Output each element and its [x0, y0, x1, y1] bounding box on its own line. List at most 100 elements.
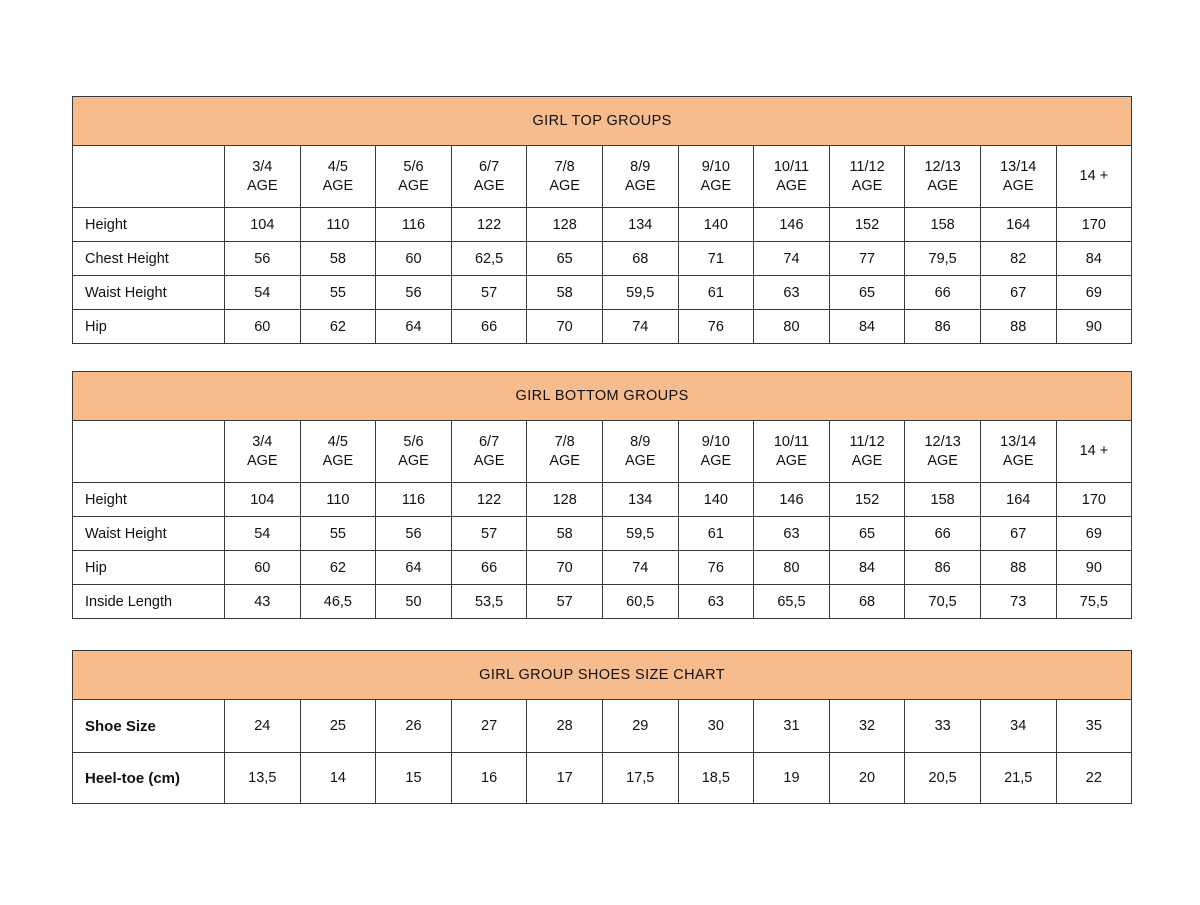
- column-header-11-12: 11/12 AGE: [828, 145, 906, 208]
- column-header-14-plus: 14 +: [1055, 145, 1133, 208]
- cell: 15: [375, 752, 452, 804]
- cell: 70,5: [904, 584, 981, 619]
- row-label-waist-height: Waist Height: [72, 275, 225, 310]
- age-word: AGE: [776, 177, 807, 194]
- title-band-row: GIRL GROUP SHOES SIZE CHART: [71, 650, 1133, 700]
- girl-bottom-groups-block: GIRL BOTTOM GROUPS 3/4 AGE 4/5 AGE 5/6 A…: [71, 371, 1133, 619]
- age-range: 6/7: [478, 158, 500, 175]
- cell: 74: [753, 241, 830, 276]
- column-header-5-6: 5/6 AGE: [375, 420, 452, 483]
- title-band-row: GIRL TOP GROUPS: [71, 96, 1133, 146]
- cell: 55: [299, 275, 377, 310]
- cell: 29: [601, 699, 679, 753]
- age-word: AGE: [246, 452, 278, 469]
- column-header-row: 3/4 AGE 4/5 AGE 5/6 AGE 6/7 AGE: [72, 145, 1133, 208]
- cell: 60: [224, 550, 301, 585]
- girl-top-groups-table: GIRL TOP GROUPS 3/4 AGE 4/5 AGE 5/6 AGE: [71, 96, 1133, 344]
- age-range: 4/5: [327, 433, 348, 450]
- cell: 116: [375, 207, 452, 242]
- row-label-chest-height: Chest Height: [72, 241, 225, 276]
- cell: 116: [375, 482, 452, 517]
- age-word: AGE: [927, 177, 958, 194]
- column-header-10-11: 10/11 AGE: [753, 145, 830, 208]
- cell: 76: [677, 550, 755, 585]
- column-header-10-11: 10/11 AGE: [753, 420, 830, 483]
- title-band-row: GIRL BOTTOM GROUPS: [71, 371, 1133, 421]
- age-range: 10/11: [773, 158, 810, 175]
- column-header-5-6: 5/6 AGE: [375, 145, 452, 208]
- table-row: Hip 60 62 64 66 70 74 76 80 84 86 88 90: [72, 550, 1133, 585]
- corner-cell: [72, 145, 225, 208]
- cell: 62: [299, 550, 377, 585]
- cell: 58: [526, 275, 603, 310]
- cell: 158: [904, 207, 981, 242]
- cell: 90: [1055, 550, 1133, 585]
- age-range: 8/9: [630, 433, 651, 450]
- table-title: GIRL TOP GROUPS: [71, 96, 1133, 146]
- cell: 28: [526, 699, 603, 753]
- cell: 25: [299, 699, 377, 753]
- age-word: AGE: [851, 177, 883, 194]
- cell: 104: [224, 207, 301, 242]
- age-word: AGE: [700, 177, 732, 194]
- column-header-8-9: 8/9 AGE: [601, 420, 679, 483]
- table-row: Waist Height 54 55 56 57 58 59,5 61 63 6…: [72, 275, 1133, 310]
- column-header-13-14: 13/14 AGE: [979, 145, 1057, 208]
- cell: 134: [601, 207, 679, 242]
- column-header-4-5: 4/5 AGE: [299, 145, 377, 208]
- cell: 63: [753, 275, 830, 310]
- cell: 65,5: [753, 584, 830, 619]
- cell: 58: [526, 516, 603, 551]
- age-word: AGE: [322, 177, 354, 194]
- cell: 34: [979, 699, 1057, 753]
- cell: 76: [677, 309, 755, 344]
- age-range: 9/10: [701, 158, 730, 175]
- cell: 32: [828, 699, 906, 753]
- age-range: 5/6: [403, 158, 424, 175]
- cell: 57: [450, 275, 528, 310]
- cell: 164: [979, 482, 1057, 517]
- age-range: 3/4: [252, 158, 273, 175]
- cell: 66: [450, 309, 528, 344]
- cell: 70: [526, 550, 603, 585]
- cell: 17: [526, 752, 603, 804]
- cell: 57: [526, 584, 603, 619]
- cell: 61: [677, 275, 755, 310]
- cell: 55: [299, 516, 377, 551]
- cell: 152: [828, 207, 906, 242]
- age-range: 11/12: [849, 433, 885, 450]
- column-header-9-10: 9/10 AGE: [677, 145, 755, 208]
- age-range: 3/4: [252, 433, 273, 450]
- cell: 158: [904, 482, 981, 517]
- cell: 66: [904, 516, 981, 551]
- cell: 68: [601, 241, 679, 276]
- age-word: AGE: [700, 452, 732, 469]
- age-range: 7/8: [554, 158, 575, 175]
- cell: 63: [677, 584, 755, 619]
- cell: 164: [979, 207, 1057, 242]
- age-word: AGE: [473, 452, 505, 469]
- cell: 18,5: [677, 752, 755, 804]
- age-word: AGE: [398, 177, 429, 194]
- cell: 170: [1055, 482, 1133, 517]
- column-header-6-7: 6/7 AGE: [450, 420, 528, 483]
- girl-bottom-groups-table: GIRL BOTTOM GROUPS 3/4 AGE 4/5 AGE 5/6 A…: [71, 371, 1133, 619]
- cell: 82: [979, 241, 1057, 276]
- row-label-shoe-size: Shoe Size: [72, 699, 225, 753]
- row-label-hip: Hip: [72, 550, 225, 585]
- column-header-9-10: 9/10 AGE: [677, 420, 755, 483]
- cell: 69: [1055, 516, 1133, 551]
- cell: 27: [450, 699, 528, 753]
- cell: 56: [375, 275, 452, 310]
- column-header-13-14: 13/14 AGE: [979, 420, 1057, 483]
- column-header-12-13: 12/13 AGE: [904, 145, 981, 208]
- cell: 66: [904, 275, 981, 310]
- cell: 70: [526, 309, 603, 344]
- cell: 140: [677, 482, 755, 517]
- cell: 152: [828, 482, 906, 517]
- cell: 59,5: [601, 275, 679, 310]
- column-header-8-9: 8/9 AGE: [601, 145, 679, 208]
- table-row: Height 104 110 116 122 128 134 140 146 1…: [72, 482, 1133, 517]
- cell: 60,5: [601, 584, 679, 619]
- cell: 17,5: [601, 752, 679, 804]
